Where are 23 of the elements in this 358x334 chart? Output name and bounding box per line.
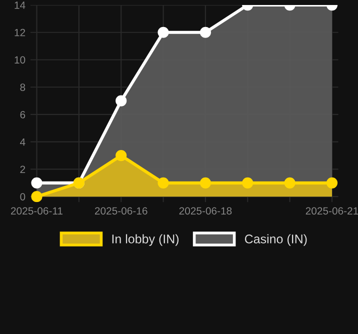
legend-label: In lobby (IN)	[112, 234, 179, 246]
y-tick-label: 14	[14, 2, 26, 9]
y-tick-label: 12	[14, 28, 26, 36]
y-tick-label: 0	[20, 193, 26, 200]
point	[158, 177, 169, 188]
x-tick-label: 2025-06-16	[94, 207, 148, 215]
x-tick-label: 2025-06-18	[179, 207, 232, 215]
y-tick-label: 8	[20, 84, 26, 91]
y-tick-label: 6	[20, 110, 26, 118]
point	[200, 177, 212, 188]
point	[116, 150, 127, 162]
x-tick-label: 2025-06-21	[306, 207, 358, 215]
point	[116, 95, 127, 106]
y-tick-label: 10	[14, 56, 26, 64]
x-tick-label: 2025-06-11	[11, 207, 63, 215]
point	[31, 191, 42, 202]
point	[284, 177, 296, 188]
point	[242, 177, 254, 188]
y-tick-label: 2	[20, 166, 26, 173]
point	[326, 177, 338, 188]
y-tick-label: 4	[20, 138, 26, 146]
legend-label: Casino (IN)	[244, 234, 307, 246]
point	[31, 177, 42, 188]
